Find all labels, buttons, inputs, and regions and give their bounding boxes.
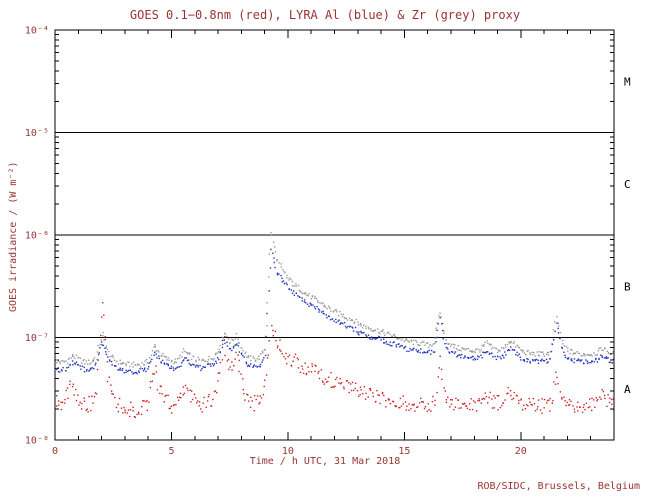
credit-text: ROB/SIDC, Brussels, Belgium — [477, 481, 640, 492]
svg-text:15: 15 — [398, 446, 410, 457]
flare-class-boundaries — [55, 132, 614, 338]
svg-text:10⁻⁴: 10⁻⁴ — [25, 26, 49, 37]
svg-text:0: 0 — [52, 446, 58, 457]
svg-text:10⁻⁸: 10⁻⁸ — [25, 436, 49, 447]
series-goes — [56, 302, 614, 418]
svg-text:5: 5 — [168, 446, 174, 457]
svg-text:C: C — [624, 178, 631, 191]
svg-text:B: B — [624, 280, 631, 293]
flare-class-labels: M C B A — [624, 75, 631, 396]
svg-text:20: 20 — [515, 446, 527, 457]
svg-text:10⁻⁷: 10⁻⁷ — [25, 333, 49, 344]
axis-ticks — [54, 29, 615, 441]
x-axis-label: Time / h UTC, 31 Mar 2018 — [249, 456, 401, 467]
svg-text:10: 10 — [282, 446, 294, 457]
chart-title: GOES 0.1−0.8nm (red), LYRA Al (blue) & Z… — [129, 8, 521, 22]
svg-text:M: M — [624, 75, 631, 88]
axis-tick-labels: 10⁻⁸ 10⁻⁷ 10⁻⁶ 10⁻⁵ 10⁻⁴ 0 5 10 15 20 — [25, 26, 527, 458]
series-lyra-zr — [56, 232, 614, 368]
svg-text:10⁻⁶: 10⁻⁶ — [25, 231, 49, 242]
y-axis-label: GOES irradiance / (W m⁻²) — [8, 161, 19, 312]
svg-text:10⁻⁵: 10⁻⁵ — [25, 128, 49, 139]
svg-text:A: A — [624, 383, 631, 396]
series-lyra-al — [56, 248, 614, 375]
plot-frame — [54, 29, 615, 441]
